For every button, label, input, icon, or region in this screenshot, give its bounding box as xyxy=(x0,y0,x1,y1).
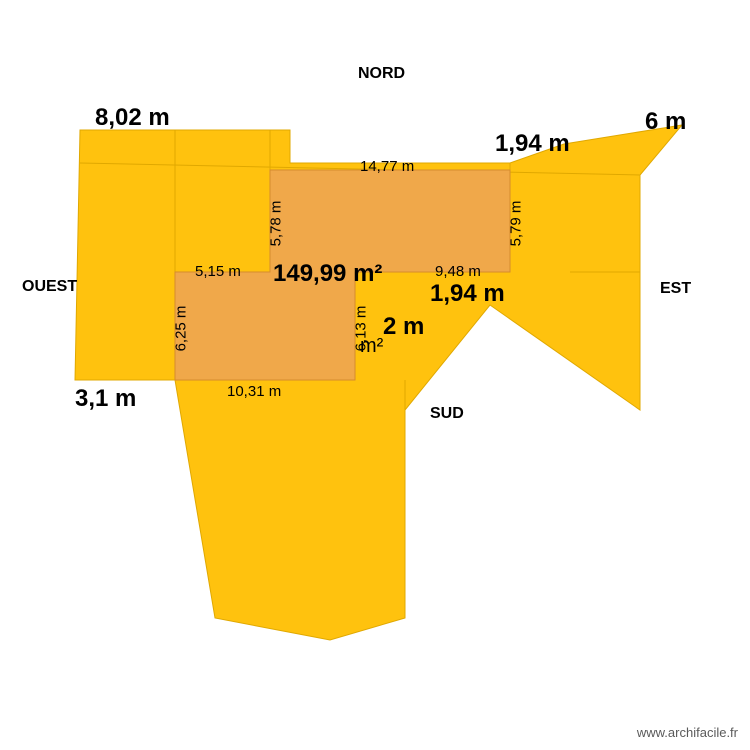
cardinal-sud: SUD xyxy=(430,405,464,423)
dim-10-31: 10,31 m xyxy=(227,383,281,400)
cardinal-est: EST xyxy=(660,280,691,298)
dim-5-79: 5,79 m xyxy=(507,201,524,247)
cardinal-nord: NORD xyxy=(358,65,405,83)
area-main: 149,99 m² xyxy=(273,260,382,288)
dim-5-78: 5,78 m xyxy=(267,201,284,247)
floor-plan-stage: NORD SUD EST OUEST 8,02 m 1,94 m 6 m 1,9… xyxy=(0,0,750,750)
watermark-link[interactable]: www.archifacile.fr xyxy=(637,725,738,740)
dim-9-48: 9,48 m xyxy=(435,263,481,280)
dim-ne-1-94: 1,94 m xyxy=(495,130,570,158)
cardinal-ouest: OUEST xyxy=(22,278,77,296)
dim-14-77: 14,77 m xyxy=(360,158,414,175)
dim-5-15: 5,15 m xyxy=(195,263,241,280)
dim-mid-2: 2 m xyxy=(383,313,424,341)
dim-6-13: 6,13 m xyxy=(352,306,369,352)
dim-sw-3-1: 3,1 m xyxy=(75,385,136,413)
dim-ne-6: 6 m xyxy=(645,108,686,136)
dim-6-25: 6,25 m xyxy=(172,306,189,352)
dim-top-8-02: 8,02 m xyxy=(95,104,170,132)
dim-mid-1-94: 1,94 m xyxy=(430,280,505,308)
